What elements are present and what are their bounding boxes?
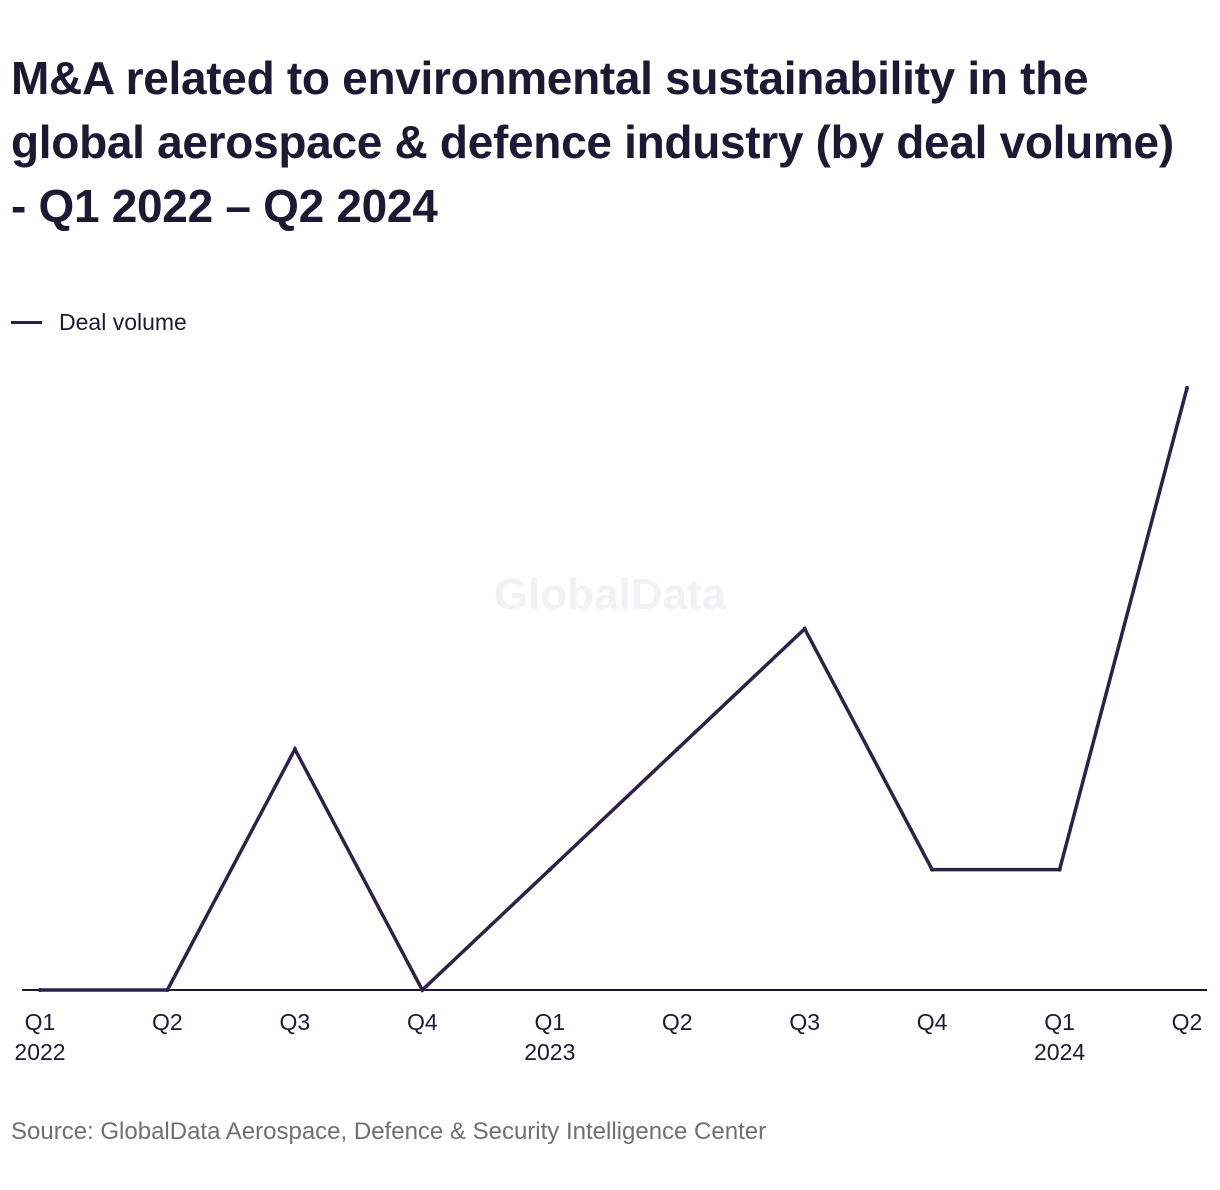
data-point-5 [547, 867, 552, 872]
x-tick-label-year: 2024 [1034, 1039, 1085, 1065]
x-tick-7: Q3 [789, 1009, 820, 1035]
x-tick-10: Q2 [1172, 1009, 1203, 1035]
data-point-7 [802, 626, 807, 631]
chart-title: M&A related to environmental sustainabil… [11, 52, 1174, 232]
x-tick-2: Q2 [152, 1009, 183, 1035]
x-tick-8: Q4 [917, 1009, 948, 1035]
data-point-4 [420, 988, 425, 992]
data-point-10 [1185, 386, 1189, 390]
data-point-9 [1057, 867, 1062, 872]
x-tick-label-year: 2022 [14, 1039, 65, 1065]
data-point-2 [165, 988, 170, 992]
series-layer [38, 386, 1189, 993]
x-tick-label-quarter: Q1 [534, 1009, 565, 1035]
x-tick-label-quarter: Q2 [152, 1009, 183, 1035]
x-tick-4: Q4 [407, 1009, 438, 1035]
x-tick-label-year: 2023 [524, 1039, 575, 1065]
line-chart: Q1 2022 Q2 Q3 Q4 Q1 2023 Q2 Q3 Q4 Q1 2024 Q2 [14, 386, 1207, 1065]
x-tick-label-quarter: Q2 [1172, 1009, 1203, 1035]
x-tick-3: Q3 [280, 1009, 311, 1035]
data-point-8 [930, 867, 935, 872]
x-tick-9: Q1 2024 [1034, 1009, 1085, 1065]
x-tick-1: Q1 2022 [14, 1009, 65, 1065]
legend-swatch-deal-volume [11, 320, 42, 324]
x-tick-label-quarter: Q4 [917, 1009, 948, 1035]
x-tick-label-quarter: Q3 [280, 1009, 311, 1035]
x-tick-label-quarter: Q1 [25, 1009, 56, 1035]
data-point-6 [675, 747, 680, 752]
data-point-1 [38, 988, 42, 992]
x-tick-label-quarter: Q1 [1044, 1009, 1075, 1035]
x-tick-label-quarter: Q2 [662, 1009, 693, 1035]
x-tick-6: Q2 [662, 1009, 693, 1035]
x-axis-ticks: Q1 2022 Q2 Q3 Q4 Q1 2023 Q2 Q3 Q4 Q1 2024 Q2 [14, 1009, 1202, 1065]
x-tick-5: Q1 2023 [524, 1009, 575, 1065]
x-tick-label-quarter: Q4 [407, 1009, 438, 1035]
series-line-deal-volume [40, 387, 1189, 993]
x-tick-label-quarter: Q3 [789, 1009, 820, 1035]
data-point-3 [292, 747, 297, 752]
legend: Deal volume [11, 308, 187, 336]
legend-label-deal-volume: Deal volume [59, 308, 187, 335]
source-note: Source: GlobalData Aerospace, Defence & … [11, 1118, 767, 1145]
